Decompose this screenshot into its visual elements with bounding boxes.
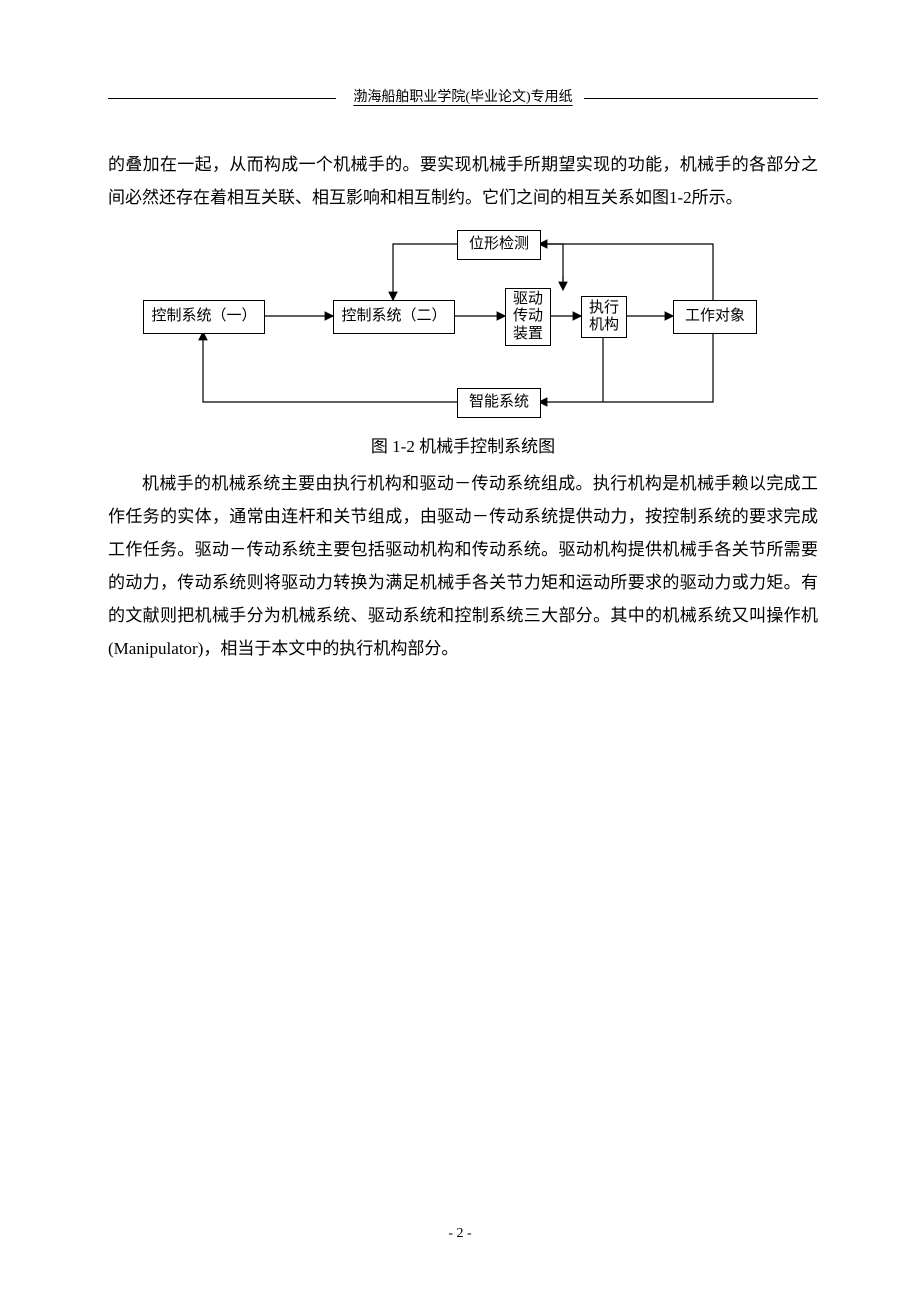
figure-caption: 图 1-2 机械手控制系统图: [108, 432, 818, 457]
header-rule-right: [584, 98, 818, 99]
node-ctrl2: 控制系统（二）: [333, 300, 455, 334]
body-text-2: 机械手的机械系统主要由执行机构和驱动－传动系统组成。执行机构是机械手赖以完成工作…: [108, 467, 818, 665]
node-ctrl1: 控制系统（一）: [143, 300, 265, 334]
page: 渤海船舶职业学院(毕业论文)专用纸 的叠加在一起，从而构成一个机械手的。要实现机…: [0, 0, 920, 1302]
page-header: 渤海船舶职业学院(毕业论文)专用纸: [108, 86, 818, 112]
body-text: 的叠加在一起，从而构成一个机械手的。要实现机械手所期望实现的功能，机械手的各部分…: [108, 148, 818, 214]
paragraph-1: 的叠加在一起，从而构成一个机械手的。要实现机械手所期望实现的功能，机械手的各部分…: [108, 148, 818, 214]
node-intel: 智能系统: [457, 388, 541, 418]
page-number: - 2 -: [0, 1226, 920, 1242]
node-target: 工作对象: [673, 300, 757, 334]
header-text: 渤海船舶职业学院(毕业论文)专用纸: [353, 86, 572, 106]
node-pos-detect: 位形检测: [457, 230, 541, 260]
header-rule-left: [108, 98, 336, 99]
paragraph-2: 机械手的机械系统主要由执行机构和驱动－传动系统组成。执行机构是机械手赖以完成工作…: [108, 467, 818, 665]
node-exec: 执行 机构: [581, 296, 627, 338]
diagram: 位形检测 控制系统（一） 控制系统（二） 驱动 传动 装置 执行 机构 工作对象…: [108, 230, 818, 426]
diagram-canvas: 位形检测 控制系统（一） 控制系统（二） 驱动 传动 装置 执行 机构 工作对象…: [143, 230, 783, 426]
node-drive: 驱动 传动 装置: [505, 288, 551, 346]
